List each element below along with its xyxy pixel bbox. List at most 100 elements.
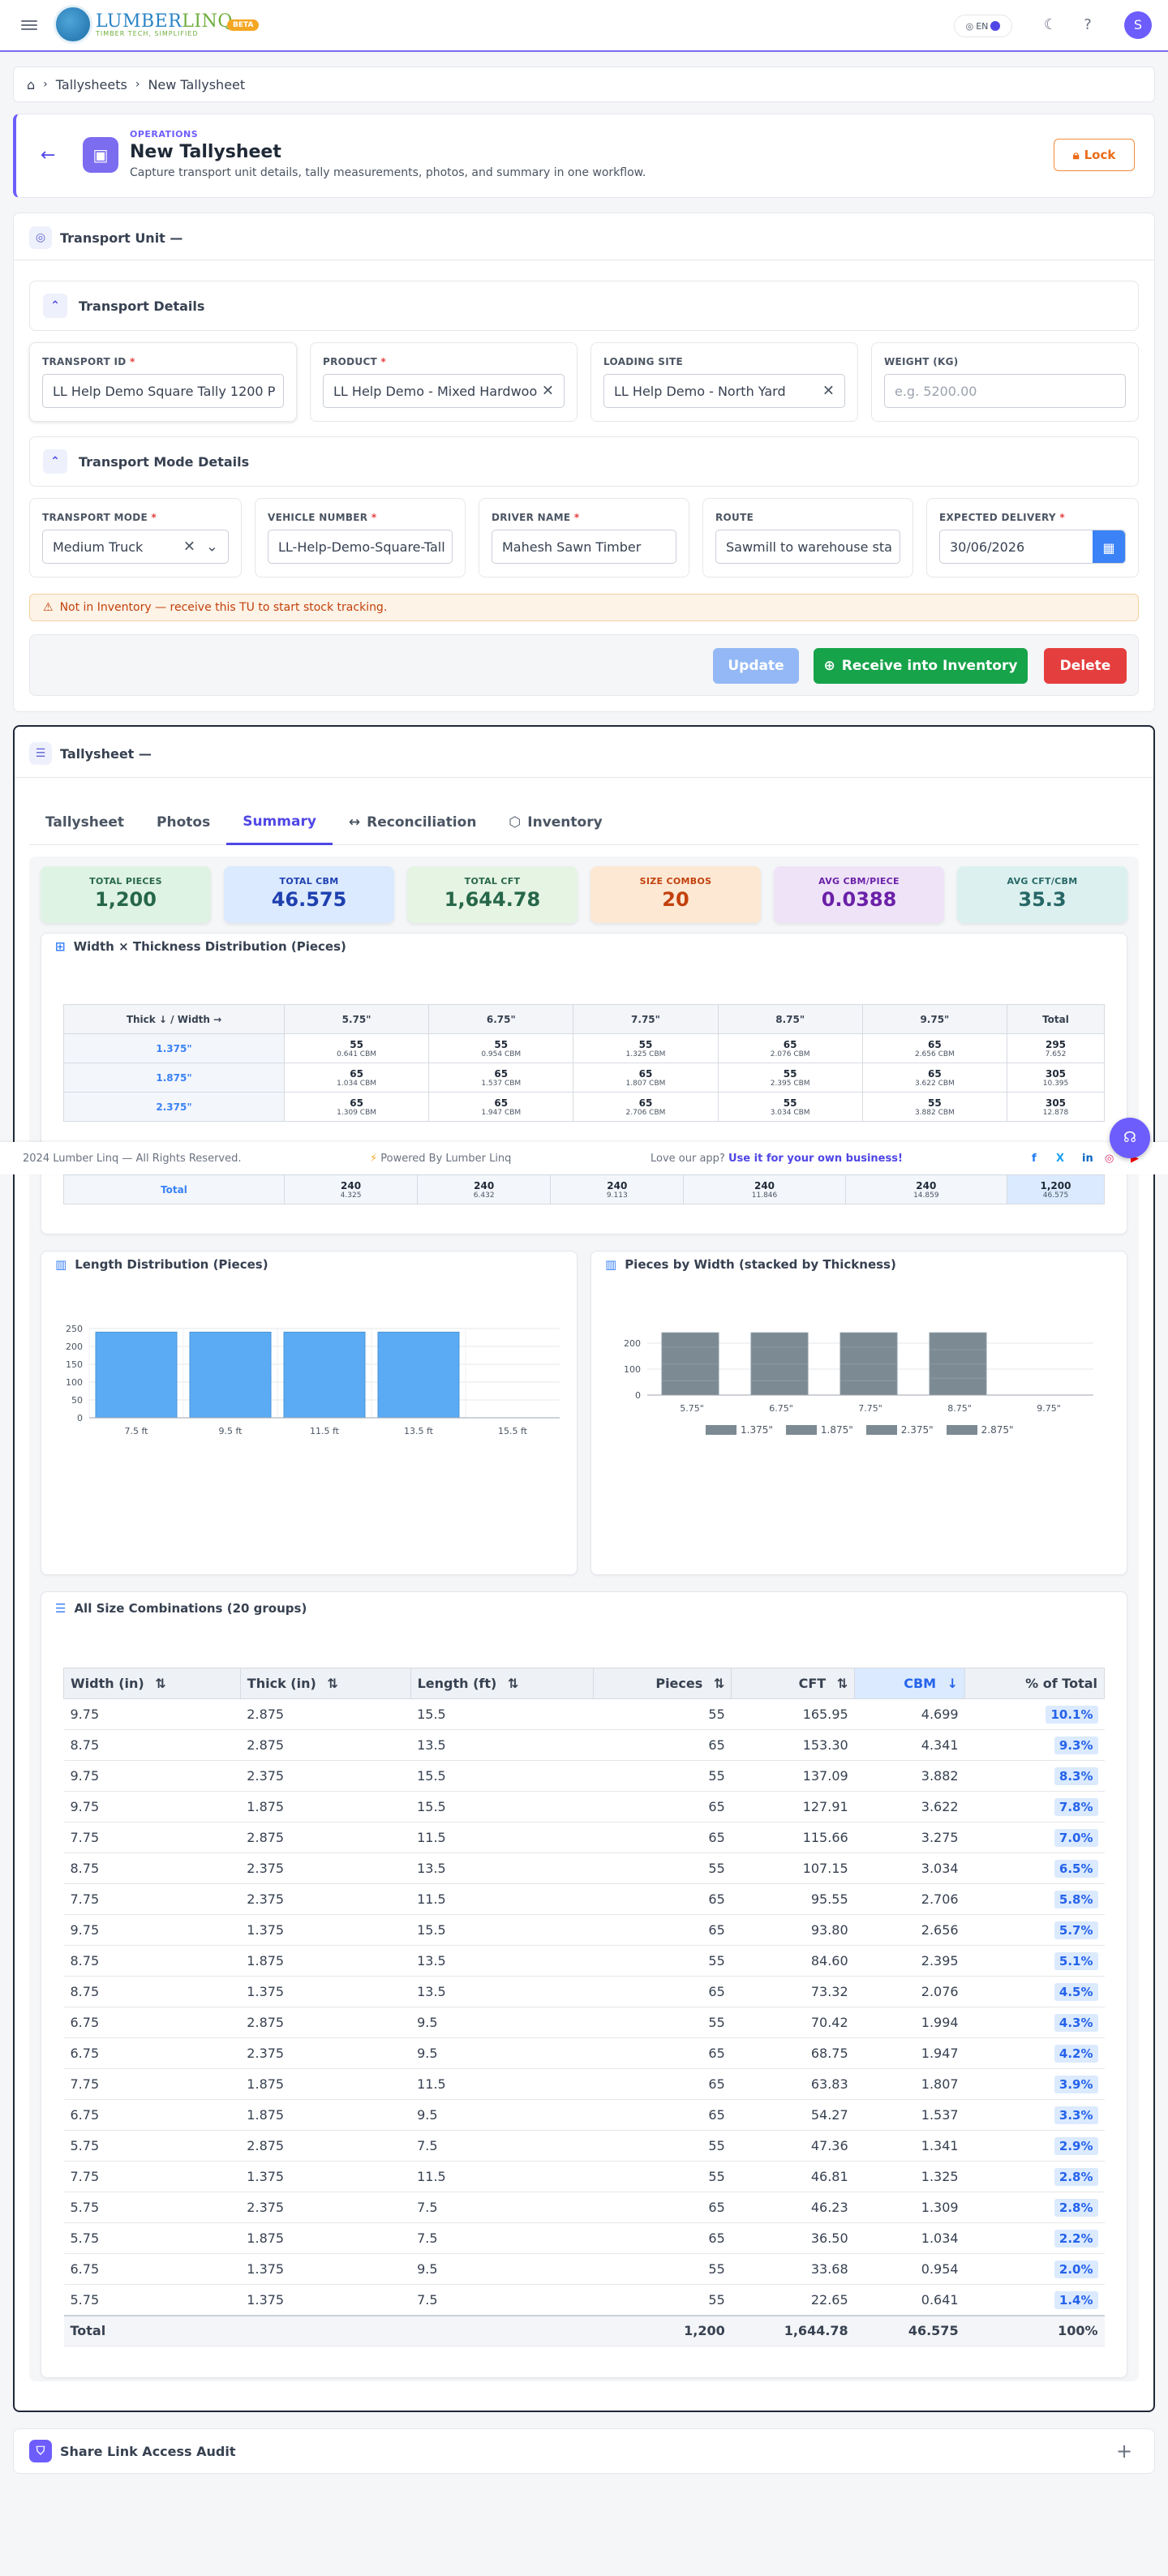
table-cell: 5.75 <box>63 2130 241 2162</box>
table-cell: 9.75 <box>63 1791 241 1823</box>
combos-col-header[interactable]: CBM ↓ <box>854 1668 966 1699</box>
cross-cell-pieces: 65 <box>783 1038 797 1050</box>
transport-mode-header[interactable]: ⌃ Transport Mode Details <box>29 436 1139 487</box>
table-cell: 65 <box>593 1729 732 1761</box>
sort-icon[interactable]: ↓ <box>943 1676 959 1691</box>
y-tick-label: 50 <box>71 1395 83 1406</box>
legend-item[interactable]: 2.875" <box>946 1424 1014 1436</box>
tab-photos[interactable]: Photos <box>157 814 211 831</box>
help-icon[interactable]: ? <box>1084 16 1092 33</box>
cross-cell: 65 3.622 CBM <box>861 1063 1008 1093</box>
combos-col-header[interactable]: Width (in) ⇅ <box>63 1668 241 1699</box>
legend-item[interactable]: 2.375" <box>865 1424 934 1436</box>
cross-cell-cbm: 0.641 CBM <box>337 1050 377 1058</box>
x-tick-label: 9.75" <box>1037 1403 1061 1414</box>
transport-id-input[interactable]: LL Help Demo Square Tally 1200 P <box>42 374 284 408</box>
cross-total-pieces: 240 <box>474 1179 495 1191</box>
expand-plus-icon[interactable]: + <box>1116 2440 1133 2462</box>
logo[interactable]: LUMBERLINQ TIMBER TECH, SIMPLIFIED <box>54 5 233 44</box>
audit-header[interactable]: ⛉ Share Link Access Audit <box>29 2440 235 2462</box>
tab-reconciliation[interactable]: ↔ Reconciliation <box>348 814 477 831</box>
footer-promo: Love our app? Use it for your own busine… <box>651 1152 903 1165</box>
percent-badge: 4.5% <box>1054 1983 1098 2001</box>
table-cell: 65 <box>593 2037 732 2069</box>
transport-details-header[interactable]: ⌃ Transport Details <box>29 281 1139 331</box>
youtube-icon[interactable]: ▶ <box>1131 1152 1139 1165</box>
cross-row: 2.375" 65 1.309 CBM 65 1.947 CBM 65 2.706 CBM 5… <box>63 1092 1105 1122</box>
clear-icon[interactable]: ✕ <box>822 382 835 400</box>
linkedin-icon[interactable]: in <box>1082 1152 1093 1165</box>
language-switch[interactable]: ◎ EN <box>954 15 1012 37</box>
table-cell: 95.55 <box>731 1883 855 1915</box>
stacked-bar-segment <box>661 1363 719 1381</box>
clear-icon[interactable]: ✕ <box>541 382 554 400</box>
x-icon[interactable]: X <box>1056 1152 1065 1165</box>
table-cell: 2.375 <box>240 1853 411 1884</box>
update-button[interactable]: Update <box>713 648 799 684</box>
instagram-icon[interactable]: ◎ <box>1105 1152 1114 1165</box>
cross-total-cell: 240 14.859 <box>844 1174 1008 1204</box>
footer-promo-link[interactable]: Use it for your own business! <box>728 1152 903 1165</box>
clear-icon[interactable]: ✕ <box>182 538 195 556</box>
receive-button[interactable]: ⊕ Receive into Inventory <box>814 648 1028 684</box>
combos-col-header[interactable]: Pieces ⇅ <box>593 1668 732 1699</box>
support-chat-button[interactable]: ☊ <box>1110 1118 1150 1158</box>
product-select[interactable]: LL Help Demo - Mixed Hardwoo ✕ <box>323 374 565 408</box>
tallysheet-header[interactable]: ☰ Tallysheet — <box>29 742 152 765</box>
facebook-icon[interactable]: f <box>1032 1152 1037 1165</box>
transport-unit-header[interactable]: ◎ Transport Unit — <box>29 226 182 249</box>
chevron-down-icon[interactable]: ⌄ <box>205 538 218 556</box>
table-cell: 55 <box>593 1853 732 1884</box>
breadcrumb-tallysheets[interactable]: Tallysheets <box>55 76 127 92</box>
legend-item[interactable]: 1.375" <box>706 1424 773 1436</box>
avatar[interactable]: S <box>1124 11 1152 39</box>
sort-icon[interactable]: ⇅ <box>832 1676 848 1691</box>
moon-icon[interactable]: ☾ <box>1043 16 1058 33</box>
delete-button[interactable]: Delete <box>1044 648 1127 684</box>
table-cell: 9.75 <box>63 1760 241 1792</box>
top-bar: LUMBERLINQ TIMBER TECH, SIMPLIFIED BETA … <box>0 0 1168 52</box>
combos-col-header[interactable]: Length (ft) ⇅ <box>410 1668 595 1699</box>
audit-card[interactable] <box>13 2428 1155 2474</box>
sort-icon[interactable]: ⇅ <box>322 1676 338 1691</box>
table-cell: 4.2% <box>964 2037 1105 2069</box>
driver-name-field: DRIVER NAME * Mahesh Sawn Timber <box>479 498 689 577</box>
tab-summary[interactable]: Summary <box>226 800 333 845</box>
combos-col-header[interactable]: CFT ⇅ <box>731 1668 856 1699</box>
table-cell: 8.3% <box>964 1760 1105 1792</box>
menu-icon[interactable] <box>21 18 37 32</box>
table-cell: 55 <box>593 1945 732 1977</box>
total-cell <box>240 2314 411 2346</box>
home-icon[interactable]: ⌂ <box>27 76 36 92</box>
x-tick-label: 8.75" <box>947 1403 972 1414</box>
tab-inventory[interactable]: ⬡ Inventory <box>509 814 603 831</box>
transport-mode-select[interactable]: Medium Truck ✕ ⌄ <box>42 530 229 564</box>
weight-input[interactable]: e.g. 5200.00 <box>884 374 1126 408</box>
calendar-icon[interactable]: ▦ <box>1093 530 1125 563</box>
combos-col-header[interactable]: Thick (in) ⇅ <box>239 1668 411 1699</box>
logo-mark <box>54 5 92 44</box>
driver-name-input[interactable]: Mahesh Sawn Timber <box>492 530 676 564</box>
table-cell: 55 <box>593 2161 732 2192</box>
compass-icon: ◎ <box>29 226 52 249</box>
route-input[interactable]: Sawmill to warehouse sta <box>715 530 900 564</box>
legend-item[interactable]: 1.875" <box>785 1424 853 1436</box>
sort-icon[interactable]: ⇅ <box>503 1676 519 1691</box>
cross-cell-pieces: 305 <box>1045 1097 1067 1109</box>
cross-cell-pieces: 65 <box>638 1097 653 1109</box>
expected-delivery-input[interactable]: 30/06/2026 ▦ <box>939 530 1126 564</box>
vehicle-number-input[interactable]: LL-Help-Demo-Square-Tall <box>268 530 453 564</box>
sort-icon[interactable]: ⇅ <box>709 1676 725 1691</box>
cross-cell-pieces: 65 <box>928 1038 942 1050</box>
cross-corner: Thick ↓ / Width → <box>63 1004 285 1034</box>
sort-icon[interactable]: ⇅ <box>150 1676 166 1691</box>
table-cell: 15.5 <box>410 1791 594 1823</box>
table-cell: 1.375 <box>240 2284 411 2316</box>
table-cell: 7.75 <box>63 2161 241 2192</box>
loading-site-field: LOADING SITE LL Help Demo - North Yard ✕ <box>590 342 858 422</box>
loading-site-select[interactable]: LL Help Demo - North Yard ✕ <box>603 374 845 408</box>
lock-button[interactable]: 🔒︎ Lock <box>1054 139 1135 171</box>
tab-tallysheet[interactable]: Tallysheet <box>45 814 125 831</box>
back-arrow-icon[interactable]: ← <box>41 145 56 165</box>
table-cell: 9.5 <box>410 2253 594 2285</box>
